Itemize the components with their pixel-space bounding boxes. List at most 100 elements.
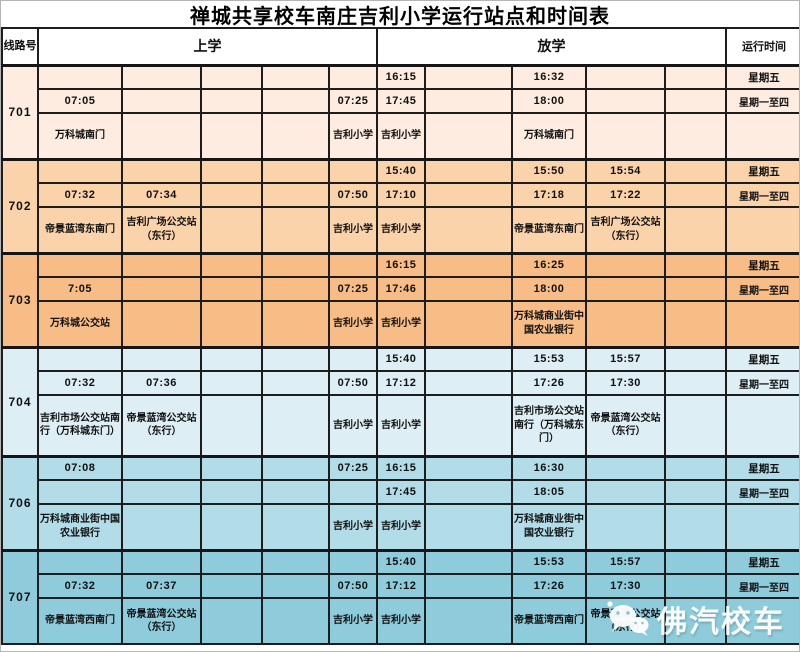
empty-cell: [424, 251, 513, 278]
table-row: 703 16:15 16:25 星期五: [1, 251, 799, 348]
station-cell: 万科城商业街中国农业银行: [37, 503, 123, 551]
empty-cell: [200, 251, 263, 278]
time-cell: 17:30: [585, 370, 666, 396]
empty-cell: [664, 182, 727, 208]
time-cell: 15:40: [376, 157, 426, 184]
station-cell: 万科城商业街中国农业银行: [511, 300, 587, 348]
empty-cell: [424, 206, 513, 254]
empty-cell: [200, 573, 263, 599]
station-cell: 吉利小学: [376, 206, 426, 254]
schedule-table: 线路号 上学 放学 运行时间 701 16:15 16:32 星期五 07:05…: [1, 27, 799, 645]
table-row: 701 16:15 16:32 星期五: [1, 63, 799, 160]
time-cell: 17:22: [585, 182, 666, 208]
table-row: 706 07:08 07:25 16:15 16:30 星期五: [1, 454, 799, 551]
empty-cell: [200, 276, 263, 302]
time-cell: [585, 63, 666, 90]
time-cell: [121, 479, 202, 505]
empty-cell: [424, 182, 513, 208]
empty-cell: [200, 454, 263, 481]
empty-cell: [261, 573, 330, 599]
time-cell: 15:57: [585, 548, 666, 575]
column-header-runtime: 运行时间: [725, 27, 799, 66]
empty-cell: [664, 63, 727, 90]
time-cell: 15:54: [585, 157, 666, 184]
empty-cell: [664, 345, 727, 372]
empty-cell: [664, 300, 727, 348]
empty-cell: [664, 573, 727, 599]
station-cell: 吉利小学: [328, 503, 378, 551]
time-cell: 07:05: [37, 88, 123, 114]
route-number: 701: [1, 63, 39, 160]
station-cell: [121, 300, 202, 348]
time-cell: 17:18: [511, 182, 587, 208]
table-header-row: 线路号 上学 放学 运行时间: [1, 27, 799, 66]
runtime-cell: [725, 112, 799, 160]
empty-cell: [261, 63, 330, 90]
station-cell: 吉利小学: [376, 112, 426, 160]
time-cell: 16:15: [376, 63, 426, 90]
time-cell: 07:25: [328, 276, 378, 302]
time-cell: [328, 63, 378, 90]
table-row: 帝景蓝湾西南门 帝景蓝湾公交站（东行） 吉利小学 吉利小学 帝景蓝湾西南门 帝景…: [2, 597, 799, 645]
table-row: 07:32 07:36 07:50 17:12 17:26 17:30 星期一至…: [2, 370, 799, 396]
empty-cell: [664, 251, 727, 278]
empty-cell: [424, 345, 513, 372]
empty-cell: [261, 276, 330, 302]
time-cell: 07:36: [121, 370, 202, 396]
runtime-cell: 星期一至四: [725, 182, 799, 208]
table-row: 07:05 07:25 17:45 18:00 星期一至四: [2, 88, 799, 114]
time-cell: [328, 479, 378, 505]
empty-cell: [261, 206, 330, 254]
runtime-cell: 星期一至四: [725, 479, 799, 505]
page-title: 禅城共享校车南庄吉利小学运行站点和时间表: [190, 5, 610, 28]
runtime-cell: 星期五: [725, 157, 799, 184]
time-cell: [585, 251, 666, 278]
table-row: 吉利市场公交站南行（万科城东门） 帝景蓝湾公交站（东行） 吉利小学 吉利小学 吉…: [2, 394, 799, 457]
empty-cell: [664, 548, 727, 575]
time-cell: 17:45: [376, 479, 426, 505]
empty-cell: [261, 454, 330, 481]
time-cell: [121, 251, 202, 278]
runtime-cell: 星期五: [725, 63, 799, 90]
empty-cell: [664, 370, 727, 396]
station-cell: [585, 503, 666, 551]
station-cell: 吉利小学: [328, 394, 378, 457]
table-row: 707 15:40 15:53 15:57 星期五: [1, 548, 799, 645]
time-cell: 15:40: [376, 548, 426, 575]
time-cell: 7:05: [37, 276, 123, 302]
station-cell: 帝景蓝湾公交站（东行）: [121, 597, 202, 645]
runtime-cell: 星期一至四: [725, 370, 799, 396]
empty-cell: [200, 394, 263, 457]
station-cell: 吉利广场公交站（东行）: [121, 206, 202, 254]
empty-cell: [261, 112, 330, 160]
time-cell: [585, 88, 666, 114]
empty-cell: [200, 300, 263, 348]
empty-cell: [664, 276, 727, 302]
time-cell: 16:15: [376, 251, 426, 278]
time-cell: 17:26: [511, 370, 587, 396]
empty-cell: [200, 597, 263, 645]
empty-cell: [200, 548, 263, 575]
time-cell: 17:12: [376, 370, 426, 396]
empty-cell: [261, 370, 330, 396]
time-cell: 07:34: [121, 182, 202, 208]
table-row: 702 15:40 15:50 15:54 星期五: [1, 157, 799, 254]
table-row: 704 15:40 15:53 15:57 星期五: [1, 345, 799, 457]
runtime-cell: [725, 394, 799, 457]
time-cell: 07:08: [37, 454, 123, 481]
time-cell: 17:30: [585, 573, 666, 599]
time-cell: [121, 63, 202, 90]
empty-cell: [424, 394, 513, 457]
route-number: 706: [1, 454, 39, 551]
runtime-cell: 星期五: [725, 251, 799, 278]
empty-cell: [664, 112, 727, 160]
station-cell: 吉利广场公交站（东行）: [585, 206, 666, 254]
station-cell: 吉利小学: [328, 597, 378, 645]
time-cell: [585, 454, 666, 481]
table-row: 07:32 07:37 07:50 17:12 17:26 17:30 星期一至…: [2, 573, 799, 599]
time-cell: [121, 88, 202, 114]
station-cell: 吉利小学: [376, 394, 426, 457]
empty-cell: [424, 300, 513, 348]
time-cell: [121, 454, 202, 481]
empty-cell: [424, 454, 513, 481]
